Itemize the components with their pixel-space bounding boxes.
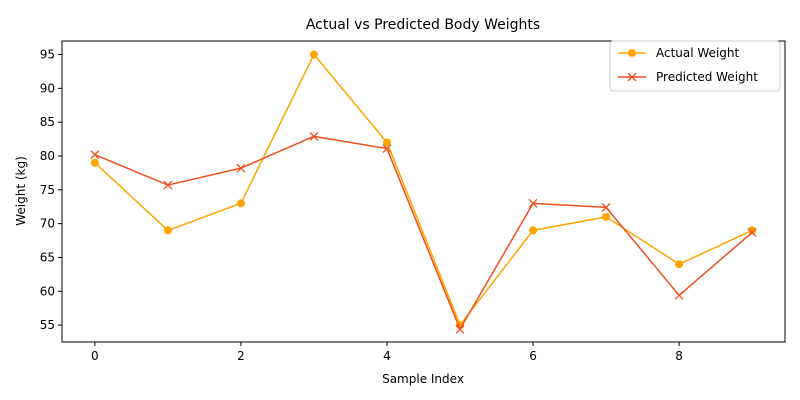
data-point-actual	[675, 260, 684, 269]
series-line-actual	[94, 53, 753, 326]
data-point-predicted	[455, 324, 465, 334]
data-point-actual	[309, 50, 318, 59]
x-axis-ticks: 0 2 4 6 8	[91, 342, 683, 363]
y-tick-label: 80	[40, 149, 55, 163]
legend-label-predicted: Predicted Weight	[656, 70, 758, 84]
y-tick-label: 95	[40, 48, 55, 62]
series-layer	[90, 50, 757, 334]
data-point-predicted	[90, 150, 100, 160]
y-axis-label: Weight (kg)	[14, 156, 28, 226]
x-tick-label: 6	[529, 349, 537, 363]
series-line-predicted	[94, 135, 753, 330]
data-point-actual	[602, 212, 611, 221]
x-tick-label: 2	[237, 349, 245, 363]
x-axis-label: Sample Index	[382, 372, 464, 386]
y-tick-label: 70	[40, 217, 55, 231]
data-point-predicted	[309, 131, 319, 141]
data-point-predicted	[236, 163, 246, 173]
data-point-predicted	[601, 202, 611, 212]
y-tick-label: 85	[40, 115, 55, 129]
legend-marker-predicted	[627, 72, 637, 82]
data-point-actual	[236, 199, 245, 208]
legend-marker-actual	[628, 49, 636, 57]
data-point-actual	[382, 138, 391, 147]
data-point-actual	[163, 226, 172, 235]
data-point-predicted	[674, 290, 684, 300]
data-point-actual	[529, 226, 538, 235]
y-tick-label: 55	[40, 318, 55, 332]
legend-entry-actual: Actual Weight	[618, 46, 740, 60]
data-point-predicted	[163, 180, 173, 190]
legend: Actual Weight Predicted Weight	[609, 40, 781, 92]
x-tick-label: 4	[383, 349, 391, 363]
y-tick-label: 90	[40, 81, 55, 95]
x-tick-label: 8	[675, 349, 683, 363]
y-axis-ticks: 55 60 65 70 75 80 85 90 95	[40, 48, 62, 332]
y-tick-label: 65	[40, 250, 55, 264]
chart-title: Actual vs Predicted Body Weights	[306, 17, 540, 33]
legend-entry-predicted: Predicted Weight	[618, 70, 758, 84]
data-point-actual	[90, 158, 99, 167]
y-tick-label: 75	[40, 183, 55, 197]
x-tick-label: 0	[91, 349, 99, 363]
plot-frame	[61, 40, 786, 343]
data-point-predicted	[747, 227, 757, 237]
legend-box	[609, 40, 781, 92]
y-tick-label: 60	[40, 284, 55, 298]
data-point-actual	[748, 226, 757, 235]
data-point-predicted	[382, 144, 392, 154]
data-point-predicted	[528, 198, 538, 208]
legend-label-actual: Actual Weight	[656, 46, 740, 60]
